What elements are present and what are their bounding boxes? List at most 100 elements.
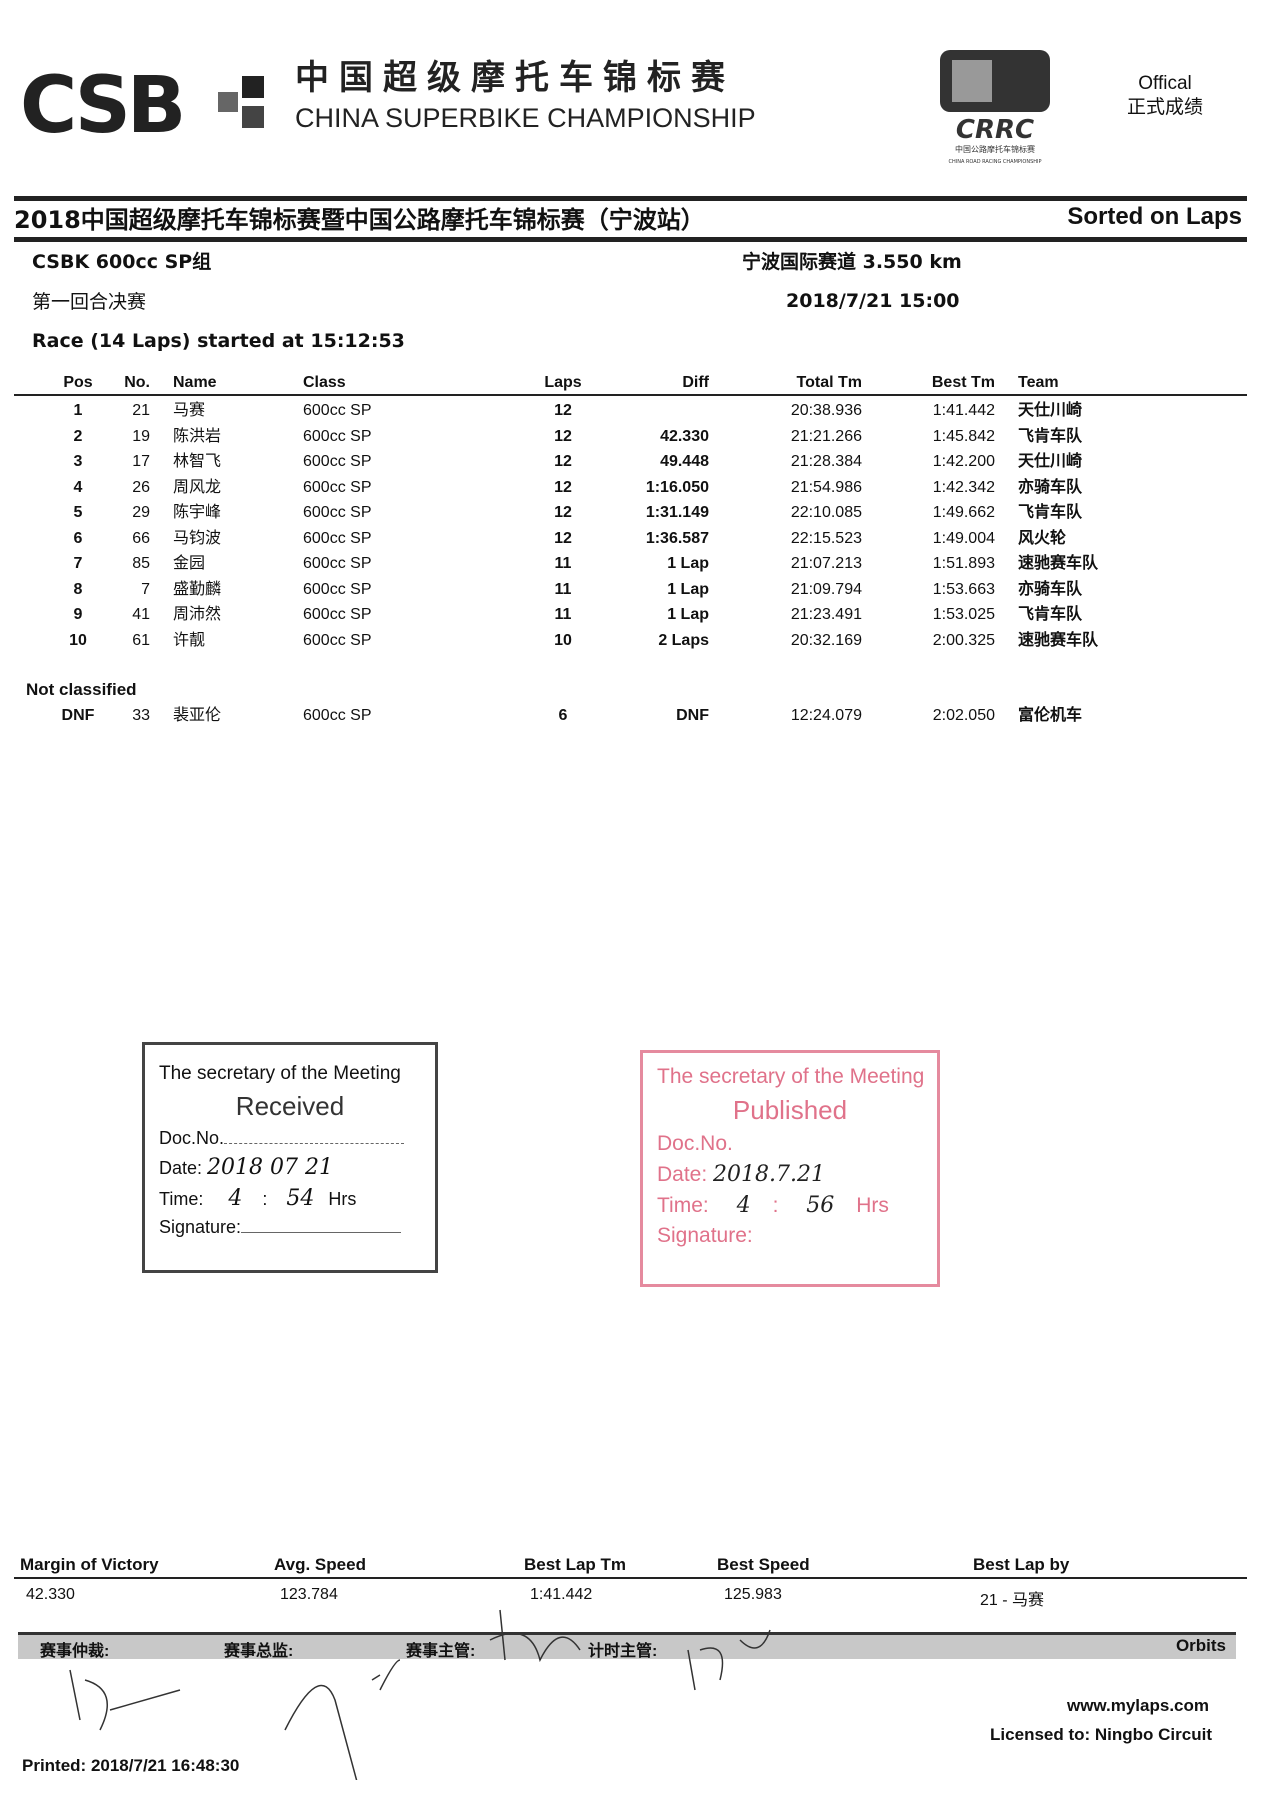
- official-cn: 正式成绩: [1126, 97, 1203, 118]
- printed-timestamp: Printed: 2018/7/21 16:48:30: [22, 1756, 240, 1775]
- cell-team: 风火轮: [1018, 529, 1067, 547]
- time-label: Time:: [657, 1194, 709, 1217]
- cell-best-time: 1:53.025: [932, 606, 995, 623]
- best-lap-label: Best Lap Tm: [524, 1555, 627, 1574]
- cell-name: 裴亚伦: [173, 707, 222, 724]
- cell-pos: 9: [73, 606, 83, 623]
- cell-total-time: 21:54.986: [790, 478, 862, 496]
- crrc-logo: CRRC 中国公路摩托车锦标赛 CHINA ROAD RACING CHAMPI…: [940, 50, 1050, 165]
- cell-team: 亦骑车队: [1018, 580, 1083, 598]
- crrc-logo-text: CRRC: [956, 115, 1034, 145]
- cell-team: 飞肯车队: [1018, 504, 1083, 521]
- cell-total-time: 21:21.266: [790, 427, 862, 445]
- cell-total-time: 20:32.169: [790, 631, 862, 649]
- cell-laps: 12: [554, 427, 572, 445]
- col-pos: Pos: [63, 374, 93, 391]
- cell-best-time: 2:02.050: [932, 707, 995, 724]
- cell-laps: 12: [554, 529, 572, 547]
- cell-laps: 12: [554, 478, 572, 496]
- cell-pos: 6: [73, 529, 83, 547]
- cell-number: 26: [132, 478, 150, 496]
- not-classified-label: Not classified: [26, 680, 137, 699]
- cell-laps: 10: [554, 631, 572, 649]
- cell-total-time: 22:15.523: [790, 529, 862, 547]
- cell-class: 600cc SP: [303, 555, 372, 572]
- cell-pos: 8: [73, 580, 83, 598]
- cell-best-time: 1:42.342: [932, 478, 995, 496]
- cell-team: 天仕川崎: [1018, 402, 1083, 419]
- cell-class: 600cc SP: [303, 606, 372, 623]
- table-row: 9 41 周沛然 600cc SP 11 1 Lap 21:23.491 1:53.025 飞肯…: [0, 604, 1280, 629]
- cell-pos: 1: [73, 402, 83, 419]
- cell-total-time: 12:24.079: [790, 707, 862, 724]
- table-row: 1 21 马赛 600cc SP 12 20:38.936 1:41.442 天仕川崎: [0, 400, 1280, 425]
- cell-name: 马赛: [173, 402, 206, 419]
- event-title: 2018中国超级摩托车锦标赛暨中国公路摩托车锦标赛（宁波站）: [14, 206, 705, 234]
- csb-logo: CSB: [20, 70, 264, 140]
- cell-name: 许靓: [173, 631, 206, 649]
- published-stamp: The secretary of the Meeting Published D…: [640, 1050, 940, 1287]
- cell-diff: DNF: [676, 707, 709, 724]
- table-row: 10 61 许靓 600cc SP 10 2 Laps 20:32.169 2:00.325 速…: [0, 630, 1280, 655]
- cell-best-time: 1:42.200: [932, 453, 995, 470]
- best-lap-value: 1:41.442: [530, 1586, 593, 1603]
- cell-best-time: 2:00.325: [932, 631, 995, 649]
- best-speed-value: 125.983: [724, 1586, 782, 1603]
- table-row: 7 85 金园 600cc SP 11 1 Lap 21:07.213 1:51.893 速驰赛…: [0, 553, 1280, 578]
- cell-number: 21: [132, 402, 150, 419]
- cell-best-time: 1:41.442: [932, 402, 995, 419]
- cell-name: 周风龙: [173, 478, 222, 496]
- cell-pos: DNF: [61, 707, 95, 724]
- cell-class: 600cc SP: [303, 453, 372, 470]
- cell-team: 飞肯车队: [1018, 427, 1083, 445]
- cell-class: 600cc SP: [303, 478, 372, 496]
- col-total: Total Tm: [796, 374, 862, 391]
- cell-laps: 11: [554, 580, 572, 598]
- date-label: Date:: [159, 1158, 203, 1178]
- stamp-status: Published: [732, 1095, 848, 1125]
- table-row: DNF 33 裴亚伦 600cc SP 6 DNF 12:24.079 2:02.050 富伦机…: [0, 705, 1280, 730]
- website-link[interactable]: www.mylaps.com: [1066, 1696, 1209, 1715]
- cell-name: 马钧波: [173, 529, 222, 547]
- cell-class: 600cc SP: [303, 631, 372, 649]
- session-datetime: 2018/7/21 15:00: [786, 290, 960, 312]
- cell-total-time: 21:07.213: [790, 555, 862, 572]
- signature-label: Signature:: [657, 1224, 753, 1247]
- table-row: 5 29 陈宇峰 600cc SP 12 1:31.149 22:10.085 1:49.66…: [0, 502, 1280, 527]
- timing-label: 计时主管:: [588, 1643, 658, 1660]
- cell-team: 天仕川崎: [1018, 453, 1083, 470]
- crrc-sub-cn: 中国公路摩托车锦标赛: [955, 144, 1035, 154]
- cell-diff: 1 Lap: [667, 580, 709, 598]
- director-label: 赛事总监:: [224, 1643, 294, 1660]
- cell-total-time: 20:38.936: [790, 402, 862, 419]
- table-row: 8 7 盛勤麟 600cc SP 11 1 Lap 21:09.794 1:53.663 亦骑车…: [0, 579, 1280, 604]
- cell-best-time: 1:49.662: [932, 504, 995, 521]
- cell-diff: 1:16.050: [645, 478, 709, 496]
- col-class: Class: [303, 374, 346, 391]
- cell-pos: 10: [69, 631, 87, 649]
- cell-name: 盛勤麟: [173, 580, 222, 598]
- time-minutes: 54: [286, 1186, 315, 1211]
- col-name: Name: [173, 374, 217, 391]
- cell-number: 19: [132, 427, 150, 445]
- cell-laps: 12: [554, 504, 572, 521]
- officials-bar: [18, 1632, 1236, 1659]
- cell-name: 周沛然: [173, 606, 222, 623]
- col-best: Best Tm: [931, 374, 995, 391]
- cell-number: 61: [132, 631, 150, 649]
- cell-diff: 1 Lap: [667, 555, 709, 572]
- cell-number: 66: [132, 529, 150, 547]
- time-minutes: 56: [806, 1193, 835, 1218]
- cell-diff: 49.448: [660, 453, 709, 470]
- cell-name: 金园: [173, 555, 206, 572]
- official-label: Offical 正式成绩: [1110, 72, 1220, 120]
- doc-label: Doc.No.: [657, 1132, 733, 1155]
- received-stamp: The secretary of the Meeting Received Do…: [142, 1042, 438, 1273]
- cell-pos: 7: [73, 555, 83, 572]
- crrc-sub-en: CHINA ROAD RACING CHAMPIONSHIP: [948, 159, 1041, 165]
- doc-label: Doc.No.: [159, 1128, 225, 1148]
- cell-name: 林智飞: [173, 453, 222, 470]
- cell-diff: 42.330: [660, 427, 709, 445]
- cell-total-time: 21:23.491: [790, 606, 862, 623]
- cell-best-time: 1:53.663: [932, 580, 995, 598]
